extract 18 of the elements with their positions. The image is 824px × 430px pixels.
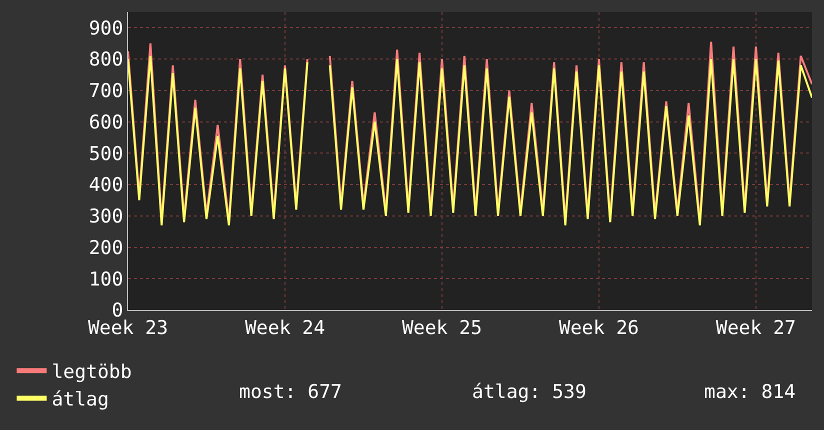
x-tick-label: Week 26 <box>558 316 639 339</box>
x-tick-label: Week 25 <box>402 316 482 339</box>
legend-label: legtöbb <box>52 360 132 383</box>
text: átlag: 539 <box>472 381 586 403</box>
y-tick-label: 500 <box>88 142 124 165</box>
y-tick-label: 800 <box>88 48 124 71</box>
y-tick-label: 700 <box>88 80 124 102</box>
y-tick-label: 900 <box>88 17 124 40</box>
y-tick-label: 400 <box>88 174 124 196</box>
x-tick-label: Week 24 <box>244 316 326 339</box>
text: most: 677 <box>239 381 342 403</box>
y-tick-label: 300 <box>88 206 124 228</box>
y-tick-label: 100 <box>88 268 124 290</box>
legend-label: átlag <box>52 388 109 411</box>
text: max: 814 <box>704 381 796 403</box>
x-tick-label: Week 27 <box>716 316 796 339</box>
y-tick-label: 600 <box>88 111 124 134</box>
y-tick-label: 200 <box>88 236 124 259</box>
